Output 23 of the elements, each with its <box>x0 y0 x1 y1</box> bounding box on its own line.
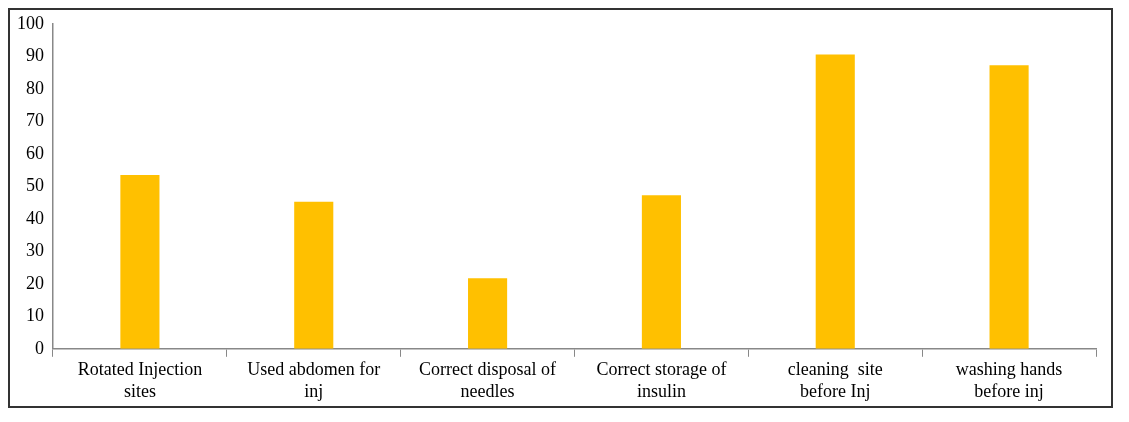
x-tick-label: Used abdomen for inj <box>247 359 381 401</box>
bar <box>120 175 160 349</box>
y-tick-label: 60 <box>26 142 44 163</box>
y-tick-label: 90 <box>26 45 44 66</box>
bar <box>641 195 681 349</box>
y-tick-label: 100 <box>17 12 44 33</box>
x-tick-label: Rotated Injection sites <box>77 359 203 401</box>
x-tick-label: cleaning site before Inj <box>787 359 883 401</box>
y-tick-label: 20 <box>26 272 44 293</box>
bar <box>989 65 1029 349</box>
y-tick-label: 30 <box>26 240 44 261</box>
y-tick-label: 0 <box>35 337 44 358</box>
y-tick-label: 50 <box>26 175 44 196</box>
x-tick-label: Correct disposal of needles <box>419 359 557 401</box>
bar <box>294 201 334 349</box>
bar <box>468 278 508 349</box>
y-tick-label: 80 <box>26 77 44 98</box>
y-tick-label: 40 <box>26 207 44 228</box>
bar <box>815 54 855 349</box>
y-tick-label: 10 <box>26 305 44 326</box>
x-tick-label: Correct storage of insulin <box>596 359 727 401</box>
x-tick-label: washing hands before inj <box>955 359 1063 401</box>
y-tick-label: 70 <box>26 110 44 131</box>
